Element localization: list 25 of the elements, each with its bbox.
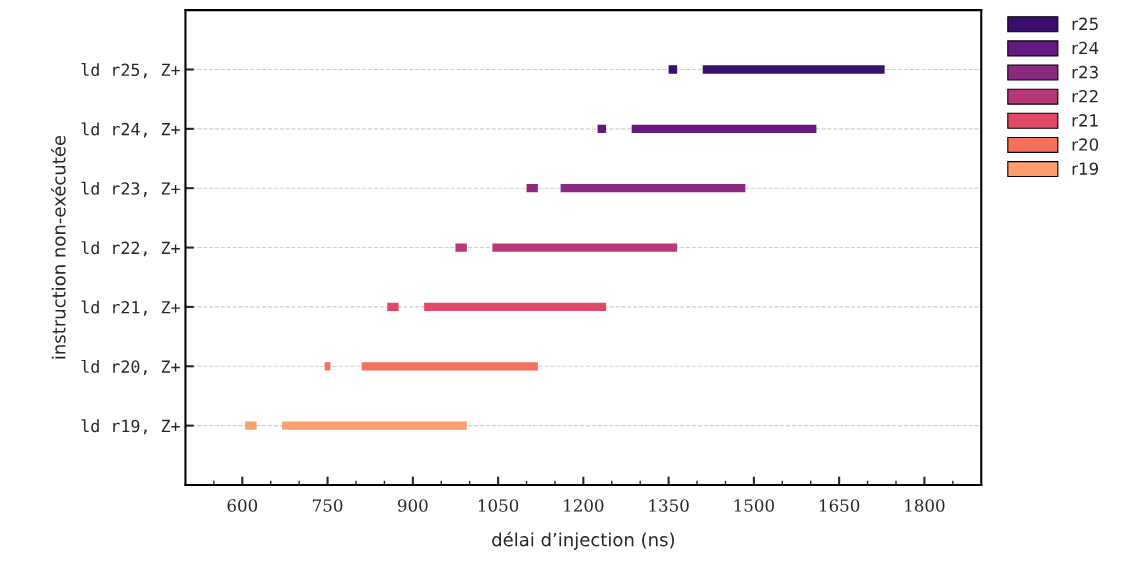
x-tick-label: 1500 xyxy=(734,499,774,512)
y-tick-label: ld r19, Z+ xyxy=(81,419,180,435)
legend-label: r20 xyxy=(1072,138,1099,151)
legend-label: r23 xyxy=(1072,65,1098,79)
x-tick-label: 1050 xyxy=(478,499,519,512)
y-tick-label: ld r23, Z+ xyxy=(81,181,180,197)
legend-label: r25 xyxy=(1072,17,1098,31)
legend-label: r21 xyxy=(1072,114,1098,127)
y-tick-label: ld r22, Z+ xyxy=(81,241,180,257)
y-tick-label: ld r21, Z+ xyxy=(81,300,180,316)
y-tick-label: ld r25, Z+ xyxy=(81,63,180,79)
x-tick-label: 1350 xyxy=(649,499,689,512)
x-tick-label: 900 xyxy=(397,499,428,512)
y-tick-label: ld r24, Z+ xyxy=(81,122,180,138)
legend-label: r19 xyxy=(1072,162,1099,175)
x-tick-label: 1800 xyxy=(905,499,945,512)
legend-label: r22 xyxy=(1072,89,1098,103)
legend-label: r24 xyxy=(1072,41,1099,55)
y-axis-title: instruction non-exécutée xyxy=(50,135,66,359)
x-tick-label: 1650 xyxy=(819,499,860,512)
x-tick-label: 750 xyxy=(313,499,343,512)
x-tick-label: 600 xyxy=(227,499,258,512)
y-tick-label: ld r20, Z+ xyxy=(81,359,180,375)
x-tick-label: 1200 xyxy=(564,499,604,512)
x-axis-title: délai d’injection (ns) xyxy=(492,531,674,550)
